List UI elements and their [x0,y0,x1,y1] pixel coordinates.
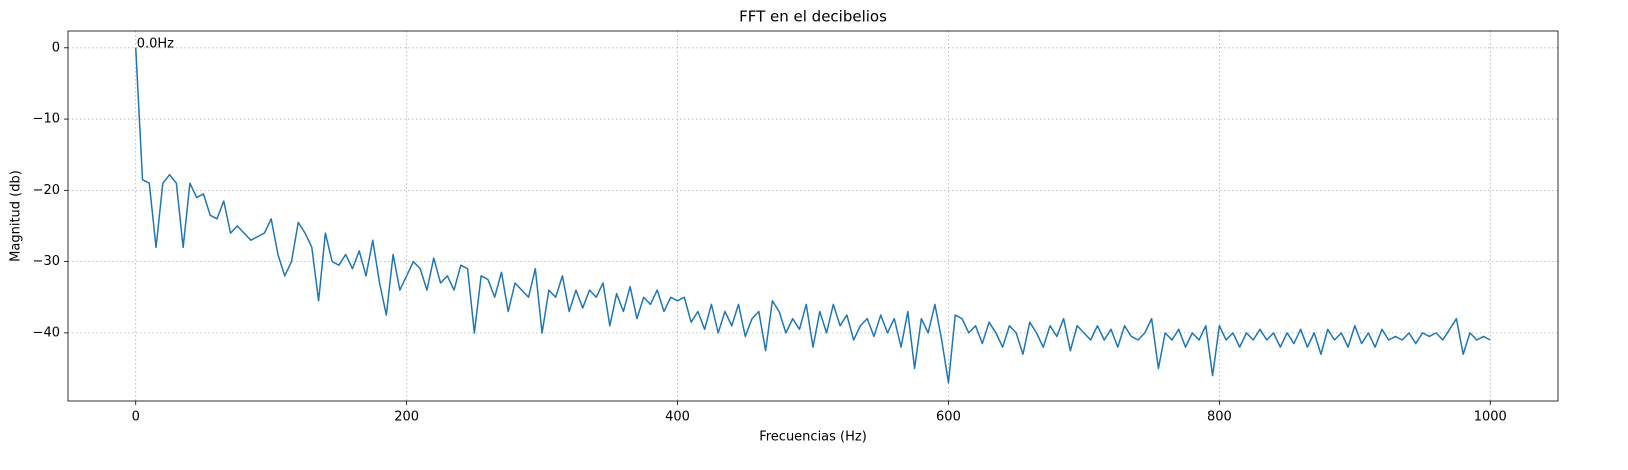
x-axis-label: Frecuencias (Hz) [759,430,867,445]
plot-frame [67,30,1559,402]
y-tick-label: −30 [33,254,60,269]
annotation: 0.0Hz [137,36,174,51]
y-tick-label: −10 [33,112,60,127]
line [134,47,1491,384]
x-tick-label: 600 [936,410,961,425]
y-axis-label: Magnitud (db) [9,170,24,262]
y-tick-label: 0 [52,40,60,55]
y-tick-label: −20 [33,183,60,198]
x-tick-label: 1000 [1474,410,1507,425]
y-tick-label: −40 [33,325,60,340]
x-tick-label: 800 [1207,410,1232,425]
x-tick-label: 200 [394,410,419,425]
chart-title: FFT en el decibelios [739,8,887,26]
x-tick-label: 0 [132,410,140,425]
x-tick-label: 400 [665,410,690,425]
